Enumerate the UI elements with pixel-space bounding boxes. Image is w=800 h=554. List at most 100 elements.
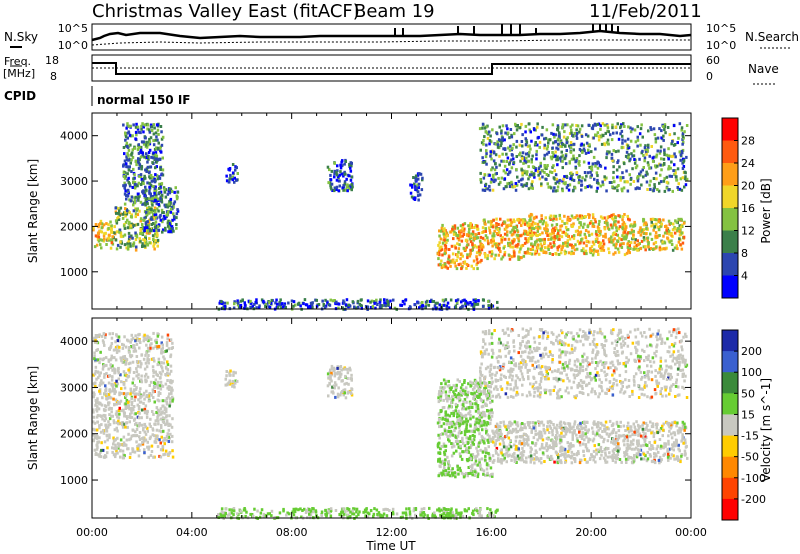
echo-cell: [130, 403, 134, 407]
echo-cell: [121, 342, 124, 346]
echo-cell: [143, 423, 146, 427]
echo-cell: [530, 226, 534, 230]
echo-cell: [520, 122, 523, 126]
echo-cell: [469, 469, 473, 473]
echo-cell: [473, 302, 476, 305]
echo-cell: [558, 131, 561, 135]
echo-cell: [233, 302, 236, 306]
echo-cell: [440, 471, 443, 475]
echo-cell: [476, 381, 479, 385]
echo-cell: [169, 197, 173, 201]
echo-cell: [156, 233, 159, 237]
echo-cell: [123, 386, 127, 390]
echo-cell: [145, 412, 149, 416]
echo-cell: [113, 388, 116, 391]
echo-cell: [100, 379, 103, 383]
echo-cell: [279, 298, 282, 302]
echo-cell: [107, 227, 110, 230]
echo-cell: [543, 237, 546, 241]
echo-cell: [166, 333, 170, 337]
echo-cell: [656, 225, 660, 229]
echo-cell: [676, 141, 679, 145]
echo-cell: [476, 236, 480, 240]
echo-cell: [153, 217, 156, 220]
echo-cell: [603, 143, 607, 147]
echo-cell: [94, 452, 98, 456]
echo-cell: [529, 248, 533, 251]
echo-cell: [527, 247, 530, 251]
echo-cell: [134, 238, 138, 241]
echo-cell: [624, 154, 628, 158]
echo-cell: [471, 470, 474, 474]
echo-cell: [490, 168, 493, 172]
echo-cell: [158, 362, 161, 366]
echo-cell: [603, 178, 607, 182]
echo-cell: [572, 134, 575, 138]
echo-cell: [571, 189, 575, 193]
echo-cell: [448, 414, 452, 418]
echo-cell: [116, 348, 119, 352]
echo-cell: [147, 205, 151, 209]
echo-cell: [141, 153, 145, 157]
echo-cell: [234, 381, 237, 385]
echo-cell: [96, 443, 99, 447]
echo-cell: [170, 425, 174, 429]
echo-cell: [165, 438, 168, 442]
echo-cell: [677, 240, 681, 244]
echo-cell: [127, 158, 130, 162]
echo-cell: [510, 135, 514, 139]
echo-cell: [168, 400, 172, 404]
echo-cell: [142, 189, 145, 193]
echo-cell: [439, 447, 442, 451]
echo-cell: [144, 203, 147, 207]
echo-cell: [168, 402, 172, 406]
echo-cell: [129, 361, 132, 365]
echo-cell: [625, 233, 628, 237]
echo-cell: [483, 218, 486, 222]
echo-cell: [137, 166, 141, 170]
echo-cell: [465, 425, 468, 429]
echo-cell: [452, 390, 455, 394]
echo-cell: [465, 448, 468, 452]
echo-cell: [509, 241, 512, 245]
echo-cell: [149, 217, 153, 221]
echo-cell: [588, 221, 592, 225]
echo-cell: [615, 131, 618, 135]
echo-cell: [649, 126, 652, 130]
echo-cell: [466, 474, 469, 478]
echo-cell: [459, 224, 463, 228]
echo-cell: [104, 389, 107, 393]
echo-cell: [489, 437, 493, 441]
echo-cell: [490, 240, 493, 244]
echo-cell: [403, 302, 406, 306]
echo-cell: [268, 300, 271, 304]
echo-cell: [343, 382, 346, 386]
echo-cell: [578, 130, 581, 134]
echo-cell: [145, 212, 149, 216]
echo-cell: [470, 444, 473, 447]
echo-cell: [326, 384, 330, 388]
echo-cell: [675, 175, 678, 179]
echo-cell: [523, 171, 527, 175]
echo-cell: [473, 434, 476, 438]
echo-cell: [575, 157, 579, 160]
echo-cell: [491, 244, 494, 248]
echo-cell: [156, 158, 160, 162]
echo-cell: [118, 339, 121, 343]
echo-cell: [496, 228, 499, 231]
echo-cell: [644, 150, 648, 154]
echo-cell: [269, 301, 273, 305]
echo-cell: [531, 231, 534, 235]
echo-cell: [448, 422, 451, 426]
echo-cell: [614, 216, 617, 219]
echo-cell: [433, 304, 437, 308]
echo-cell: [499, 250, 502, 254]
echo-cell: [484, 182, 488, 186]
echo-cell: [458, 398, 462, 402]
echo-cell: [331, 385, 334, 389]
echo-cell: [134, 182, 137, 186]
echo-cell: [153, 180, 157, 184]
echo-cell: [505, 233, 509, 237]
echo-cell: [536, 125, 539, 129]
echo-cell: [587, 150, 590, 154]
